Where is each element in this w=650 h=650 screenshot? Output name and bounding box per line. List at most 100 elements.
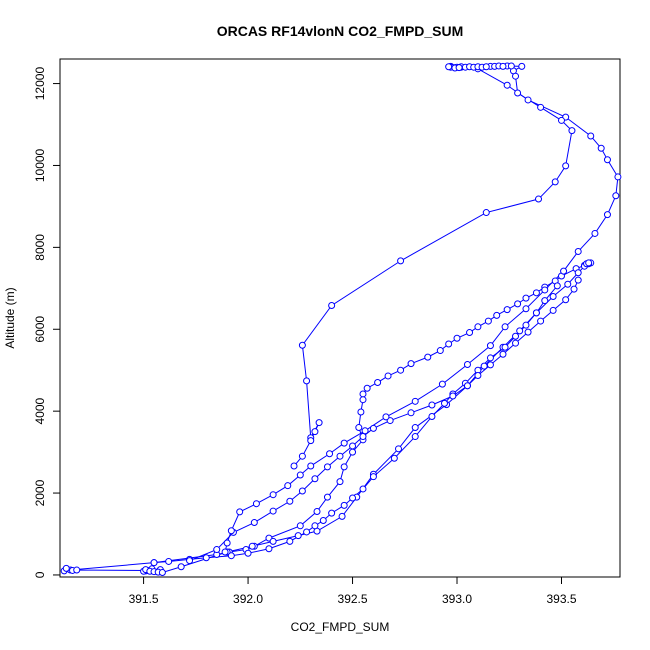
data-point xyxy=(298,341,306,349)
data-point xyxy=(397,366,405,374)
y-tick-label: 4000 xyxy=(33,397,47,424)
data-point xyxy=(516,327,524,335)
data-point xyxy=(568,127,576,135)
data-point xyxy=(303,528,311,536)
data-point xyxy=(562,296,570,304)
data-point xyxy=(574,276,582,284)
data-point xyxy=(336,478,344,486)
data-point xyxy=(311,522,319,530)
chart-title: ORCAS RF14vlonN CO2_FMPD_SUM xyxy=(217,23,464,39)
data-point xyxy=(501,323,509,331)
data-point xyxy=(518,62,526,70)
data-point xyxy=(298,487,306,495)
data-point xyxy=(269,507,277,515)
data-point xyxy=(440,399,448,407)
data-point xyxy=(328,509,336,517)
data-point xyxy=(484,317,492,325)
x-axis-label: CO2_FMPD_SUM xyxy=(291,620,390,634)
data-point xyxy=(158,569,166,576)
data-point xyxy=(382,413,390,421)
data-point xyxy=(397,257,405,265)
data-point xyxy=(250,519,258,527)
data-point xyxy=(512,339,520,347)
data-point xyxy=(424,353,432,361)
data-point xyxy=(453,334,461,342)
data-point xyxy=(355,424,363,432)
data-point xyxy=(507,62,515,70)
data-point xyxy=(482,209,490,217)
data-point xyxy=(286,497,294,505)
data-point xyxy=(562,162,570,170)
data-point xyxy=(411,397,419,405)
data-point xyxy=(369,473,377,481)
data-point xyxy=(286,537,294,545)
data-point xyxy=(436,347,444,355)
data-point xyxy=(522,321,530,329)
data-point xyxy=(560,267,568,275)
data-point xyxy=(359,485,367,493)
data-point xyxy=(512,72,520,80)
data-point xyxy=(296,522,304,530)
data-point xyxy=(323,493,331,501)
data-point xyxy=(503,81,511,89)
x-axis: 391.5 392.0 392.5 393.0 393.5 xyxy=(129,577,577,606)
data-point xyxy=(407,360,415,368)
data-point xyxy=(395,445,403,453)
series-line-3 xyxy=(189,279,579,562)
data-point xyxy=(522,305,530,313)
data-point xyxy=(296,471,304,479)
data-point xyxy=(227,527,235,535)
data-point xyxy=(326,450,334,458)
data-point xyxy=(186,557,194,565)
data-point xyxy=(574,269,582,277)
data-point xyxy=(480,362,488,370)
data-point xyxy=(223,539,231,547)
data-point xyxy=(587,132,595,140)
data-point xyxy=(438,380,446,388)
data-point xyxy=(428,401,436,409)
series-points xyxy=(60,62,622,576)
data-point xyxy=(213,546,221,554)
data-point xyxy=(532,309,540,317)
data-point xyxy=(522,294,530,302)
data-point xyxy=(349,448,357,456)
data-point xyxy=(603,156,611,164)
data-point xyxy=(603,211,611,219)
data-point xyxy=(537,317,545,325)
data-point xyxy=(541,297,549,305)
data-point xyxy=(340,463,348,471)
data-point xyxy=(359,396,367,404)
series-line-4 xyxy=(224,65,619,553)
y-tick-label: 8000 xyxy=(33,234,47,261)
data-point xyxy=(307,462,315,470)
data-point xyxy=(361,427,369,435)
data-point xyxy=(474,372,482,380)
data-point xyxy=(466,329,474,337)
data-point xyxy=(499,350,507,358)
data-point xyxy=(411,433,419,441)
data-point xyxy=(363,384,371,392)
data-point xyxy=(449,392,457,400)
data-point xyxy=(269,491,277,499)
y-tick-label: 12000 xyxy=(33,67,47,101)
data-point xyxy=(303,377,311,385)
data-point xyxy=(501,343,509,351)
data-point xyxy=(428,412,436,420)
data-point xyxy=(499,62,507,70)
data-point xyxy=(486,361,494,369)
y-tick-label: 0 xyxy=(33,571,47,578)
data-point xyxy=(311,428,319,436)
data-point xyxy=(564,280,572,288)
data-point xyxy=(284,482,292,490)
data-point xyxy=(248,542,256,550)
data-point xyxy=(532,289,540,297)
data-point xyxy=(202,554,210,562)
x-tick-label: 393.0 xyxy=(442,592,472,606)
data-point xyxy=(514,89,522,97)
y-tick-label: 2000 xyxy=(33,479,47,506)
data-point xyxy=(411,424,419,432)
data-point xyxy=(221,548,229,556)
data-point xyxy=(541,286,549,294)
data-point xyxy=(359,390,367,398)
